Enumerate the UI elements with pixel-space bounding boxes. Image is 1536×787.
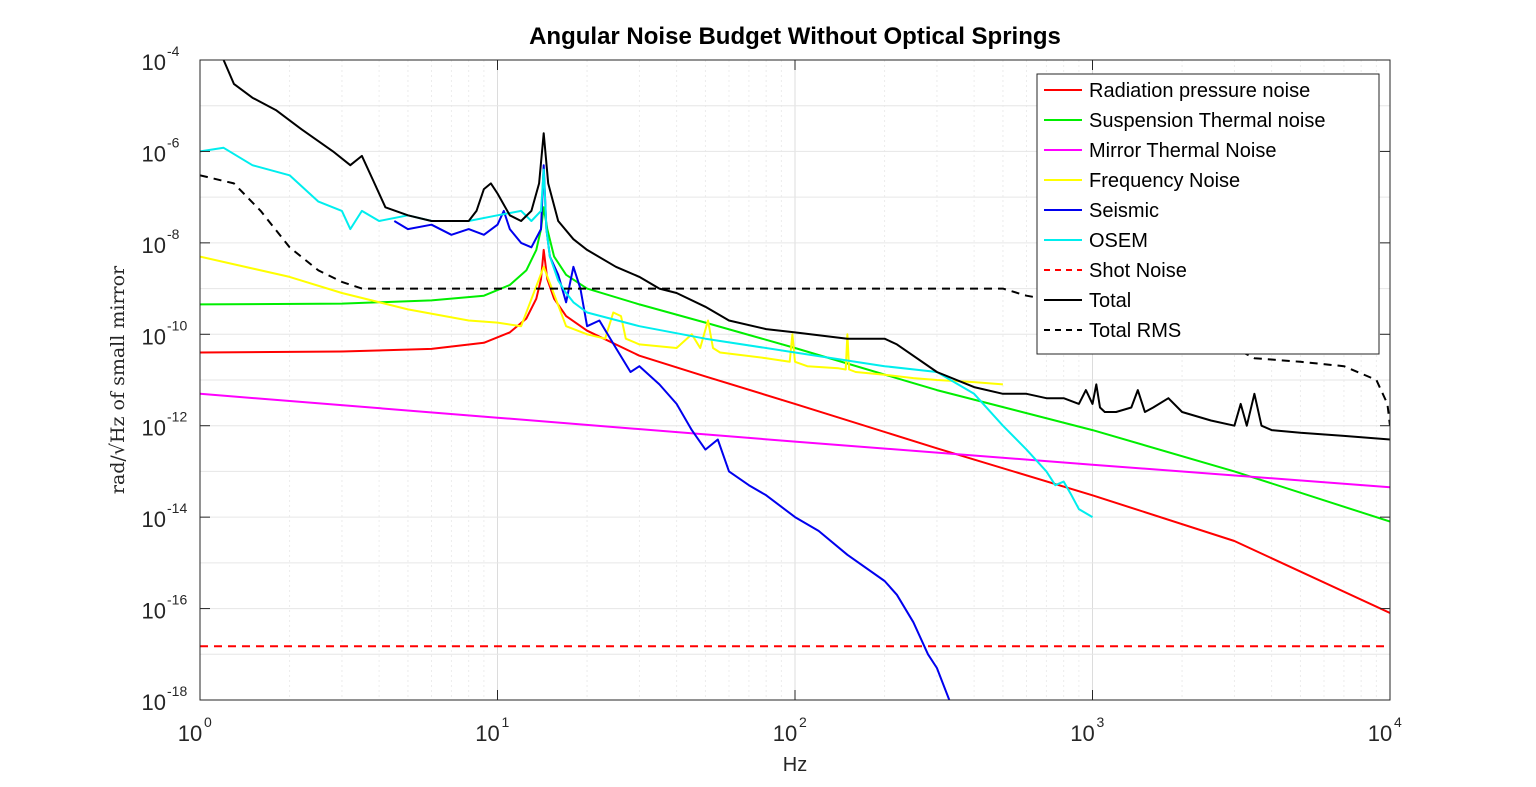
series-clip-group bbox=[200, 60, 1390, 700]
legend: Radiation pressure noise Suspension Therm… bbox=[1036, 73, 1380, 355]
y-tick-base: 10 bbox=[142, 141, 166, 166]
y-axis-label: rad/√Hz of small mirror bbox=[107, 265, 129, 494]
legend-label: Shot Noise bbox=[1089, 260, 1187, 282]
legend-item-total-rms: Total RMS bbox=[1044, 320, 1181, 342]
legend-label: Radiation pressure noise bbox=[1089, 80, 1310, 102]
legend-label: Total RMS bbox=[1089, 320, 1181, 342]
y-tick-base: 10 bbox=[142, 416, 166, 441]
series-layer bbox=[200, 60, 1390, 700]
x-tick-exponent: 4 bbox=[1394, 714, 1402, 730]
x-axis-label: Hz bbox=[783, 754, 807, 776]
y-tick-base: 10 bbox=[142, 599, 166, 624]
legend-label: Suspension Thermal noise bbox=[1089, 110, 1325, 132]
y-tick-label: 10 -6 bbox=[142, 134, 180, 166]
y-tick-base: 10 bbox=[142, 690, 166, 715]
y-tick-exponent: -16 bbox=[167, 592, 187, 608]
legend-item-frequency-noise: Frequency Noise bbox=[1044, 170, 1240, 192]
legend-item-radiation-pressure-noise: Radiation pressure noise bbox=[1044, 80, 1310, 102]
x-tick-base: 10 bbox=[475, 721, 499, 746]
y-tick-exponent: -12 bbox=[167, 409, 187, 425]
y-tick-base: 10 bbox=[142, 507, 166, 532]
y-tick-label: 10 -8 bbox=[142, 226, 180, 258]
x-tick-exponent: 0 bbox=[204, 714, 212, 730]
y-tick-label: 10 -16 bbox=[142, 592, 188, 624]
axis-ticks bbox=[199, 59, 1391, 701]
legend-item-total: Total bbox=[1044, 290, 1131, 312]
series-line-mirror-thermal-noise bbox=[200, 392, 1390, 489]
legend-label: OSEM bbox=[1089, 230, 1148, 252]
y-tick-label: 10 -4 bbox=[142, 43, 180, 75]
legend-item-mirror-thermal-noise: Mirror Thermal Noise bbox=[1044, 140, 1276, 162]
chart-title: Angular Noise Budget Without Optical Spr… bbox=[529, 23, 1061, 50]
y-tick-exponent: -18 bbox=[167, 683, 187, 699]
series-line-suspension-thermal-noise bbox=[200, 206, 1390, 523]
x-tick-base: 10 bbox=[773, 721, 797, 746]
y-tick-label: 10 -18 bbox=[142, 683, 188, 715]
x-tick-label: 10 2 bbox=[773, 714, 807, 746]
legend-item-seismic: Seismic bbox=[1044, 200, 1159, 222]
legend-label: Frequency Noise bbox=[1089, 170, 1240, 192]
legend-item-shot-noise: Shot Noise bbox=[1044, 260, 1187, 282]
y-tick-label: 10 -14 bbox=[142, 500, 188, 532]
y-tick-label: 10 -10 bbox=[142, 317, 188, 349]
y-tick-exponent: -8 bbox=[167, 226, 180, 242]
series-line-total bbox=[222, 60, 1390, 441]
legend-item-suspension-thermal-noise: Suspension Thermal noise bbox=[1044, 110, 1325, 132]
x-tick-label: 10 4 bbox=[1368, 714, 1402, 746]
x-tick-base: 10 bbox=[1368, 721, 1392, 746]
y-tick-label: 10 -12 bbox=[142, 409, 188, 441]
x-tick-labels: 10 0 10 1 10 2 10 3 10 4 bbox=[178, 714, 1402, 746]
legend-label: Total bbox=[1089, 290, 1131, 312]
x-tick-label: 10 3 bbox=[1070, 714, 1104, 746]
x-tick-exponent: 2 bbox=[799, 714, 807, 730]
y-tick-base: 10 bbox=[142, 233, 166, 258]
x-tick-label: 10 1 bbox=[475, 714, 509, 746]
x-tick-exponent: 1 bbox=[502, 714, 510, 730]
x-tick-base: 10 bbox=[178, 721, 202, 746]
legend-item-osem: OSEM bbox=[1044, 230, 1148, 252]
y-tick-exponent: -10 bbox=[167, 317, 187, 333]
x-tick-label: 10 0 bbox=[178, 714, 212, 746]
legend-box bbox=[1036, 73, 1380, 355]
legend-label: Mirror Thermal Noise bbox=[1089, 140, 1276, 162]
series-line-frequency-noise bbox=[200, 255, 1003, 386]
x-tick-base: 10 bbox=[1070, 721, 1094, 746]
series-line-osem bbox=[200, 146, 1094, 518]
y-tick-exponent: -14 bbox=[167, 500, 187, 516]
legend-label: Seismic bbox=[1089, 200, 1159, 222]
y-tick-exponent: -4 bbox=[167, 43, 180, 59]
y-tick-exponent: -6 bbox=[167, 134, 180, 150]
y-tick-base: 10 bbox=[142, 50, 166, 75]
y-tick-base: 10 bbox=[142, 324, 166, 349]
x-tick-exponent: 3 bbox=[1097, 714, 1105, 730]
